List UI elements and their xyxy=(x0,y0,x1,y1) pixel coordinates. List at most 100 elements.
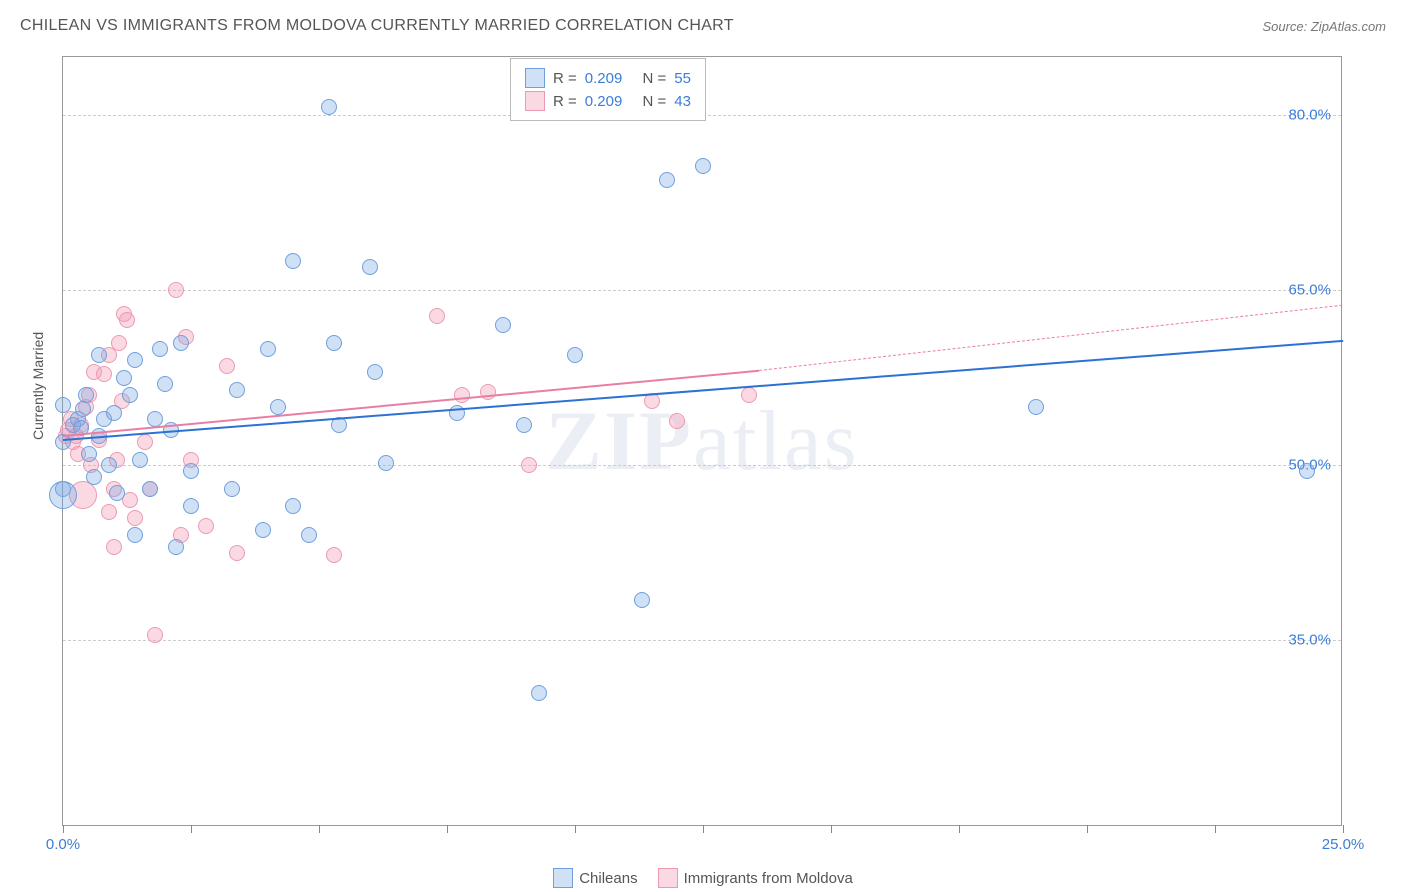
data-point-moldova xyxy=(229,545,245,561)
x-tick xyxy=(191,825,192,833)
data-point-chileans xyxy=(152,341,168,357)
legend-label: Chileans xyxy=(579,870,637,887)
data-point-chileans xyxy=(1028,399,1044,415)
y-tick-label: 80.0% xyxy=(1288,107,1331,124)
data-point-moldova xyxy=(521,457,537,473)
legend-item-moldova: Immigrants from Moldova xyxy=(658,868,853,888)
data-point-chileans xyxy=(109,485,125,501)
x-tick xyxy=(831,825,832,833)
data-point-moldova xyxy=(127,510,143,526)
scatter-plot-area: ZIPatlas 35.0%50.0%65.0%80.0%0.0%25.0% xyxy=(62,56,1342,826)
data-point-chileans xyxy=(122,387,138,403)
legend-statistics-box: R = 0.209 N = 55 R = 0.209 N = 43 xyxy=(510,58,706,121)
legend-swatch-moldova xyxy=(658,868,678,888)
x-tick xyxy=(1087,825,1088,833)
source-attribution: Source: ZipAtlas.com xyxy=(1262,19,1386,34)
data-point-chileans xyxy=(168,539,184,555)
data-point-chileans xyxy=(301,527,317,543)
data-point-chileans xyxy=(516,417,532,433)
data-point-chileans xyxy=(495,317,511,333)
data-point-chileans xyxy=(255,522,271,538)
data-point-chileans xyxy=(1299,463,1315,479)
x-tick xyxy=(63,825,64,833)
data-point-chileans xyxy=(101,457,117,473)
data-point-moldova xyxy=(168,282,184,298)
data-point-moldova xyxy=(454,387,470,403)
data-point-chileans xyxy=(75,401,91,417)
data-point-chileans xyxy=(260,341,276,357)
legend-swatch-chileans xyxy=(553,868,573,888)
y-tick-label: 35.0% xyxy=(1288,632,1331,649)
legend-label: Immigrants from Moldova xyxy=(684,870,853,887)
data-point-moldova xyxy=(219,358,235,374)
y-axis-label: Currently Married xyxy=(30,332,46,440)
regression-line-chileans xyxy=(63,339,1343,440)
data-point-chileans xyxy=(659,172,675,188)
data-point-chileans xyxy=(183,463,199,479)
data-point-moldova xyxy=(669,413,685,429)
legend-swatch-chileans xyxy=(525,68,545,88)
data-point-chileans xyxy=(142,481,158,497)
x-tick xyxy=(1215,825,1216,833)
data-point-moldova xyxy=(137,434,153,450)
data-point-chileans xyxy=(378,455,394,471)
data-point-chileans xyxy=(285,498,301,514)
data-point-chileans xyxy=(106,405,122,421)
x-tick xyxy=(1343,825,1344,833)
data-point-chileans xyxy=(326,335,342,351)
data-point-chileans xyxy=(81,446,97,462)
data-point-moldova xyxy=(119,312,135,328)
chart-header: CHILEAN VS IMMIGRANTS FROM MOLDOVA CURRE… xyxy=(0,0,1406,44)
gridline xyxy=(63,640,1341,641)
data-point-moldova xyxy=(101,504,117,520)
x-tick-label: 25.0% xyxy=(1322,836,1365,853)
data-point-chileans xyxy=(367,364,383,380)
data-point-chileans xyxy=(173,335,189,351)
data-point-chileans xyxy=(321,99,337,115)
data-point-chileans xyxy=(127,527,143,543)
data-point-chileans xyxy=(132,452,148,468)
gridline xyxy=(63,290,1341,291)
legend-item-chileans: Chileans xyxy=(553,868,637,888)
x-tick xyxy=(447,825,448,833)
data-point-chileans xyxy=(567,347,583,363)
data-point-moldova xyxy=(96,366,112,382)
data-point-chileans xyxy=(285,253,301,269)
data-point-chileans xyxy=(270,399,286,415)
x-tick xyxy=(575,825,576,833)
data-point-chileans xyxy=(229,382,245,398)
data-point-chileans xyxy=(86,469,102,485)
data-point-chileans xyxy=(695,158,711,174)
data-point-chileans xyxy=(634,592,650,608)
data-point-chileans xyxy=(531,685,547,701)
regression-line-moldova-extrapolated xyxy=(759,304,1343,370)
data-point-moldova xyxy=(111,335,127,351)
data-point-chileans xyxy=(116,370,132,386)
legend-stat-row: R = 0.209 N = 55 xyxy=(525,68,691,88)
data-point-moldova xyxy=(147,627,163,643)
data-point-chileans xyxy=(362,259,378,275)
chart-title: CHILEAN VS IMMIGRANTS FROM MOLDOVA CURRE… xyxy=(20,17,734,35)
data-point-moldova xyxy=(198,518,214,534)
data-point-chileans xyxy=(78,387,94,403)
legend-stat-row: R = 0.209 N = 43 xyxy=(525,91,691,111)
data-point-chileans xyxy=(55,397,71,413)
data-point-moldova xyxy=(741,387,757,403)
watermark: ZIPatlas xyxy=(545,392,858,490)
y-tick-label: 65.0% xyxy=(1288,282,1331,299)
data-point-moldova xyxy=(106,539,122,555)
legend-swatch-moldova xyxy=(525,91,545,111)
x-tick-label: 0.0% xyxy=(46,836,80,853)
data-point-moldova xyxy=(429,308,445,324)
x-tick xyxy=(959,825,960,833)
data-point-chileans xyxy=(147,411,163,427)
gridline xyxy=(63,465,1341,466)
legend-bottom: Chileans Immigrants from Moldova xyxy=(0,868,1406,888)
data-point-chileans xyxy=(91,347,107,363)
data-point-chileans xyxy=(224,481,240,497)
data-point-chileans xyxy=(183,498,199,514)
data-point-chileans xyxy=(127,352,143,368)
data-point-moldova xyxy=(326,547,342,563)
x-tick xyxy=(319,825,320,833)
data-point-chileans xyxy=(49,481,77,509)
